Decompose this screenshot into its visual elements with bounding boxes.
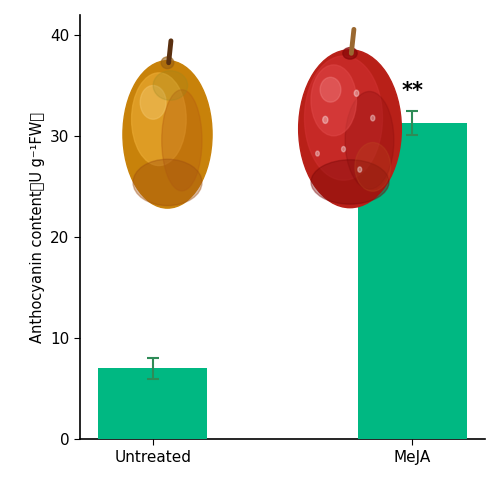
Ellipse shape — [345, 91, 394, 189]
Ellipse shape — [161, 57, 174, 69]
Ellipse shape — [298, 50, 402, 208]
Ellipse shape — [132, 73, 186, 166]
Ellipse shape — [123, 61, 212, 208]
Circle shape — [322, 116, 328, 123]
Ellipse shape — [343, 47, 357, 59]
Text: **: ** — [401, 81, 423, 101]
Circle shape — [316, 151, 320, 156]
Bar — [98, 368, 208, 439]
Circle shape — [342, 147, 345, 152]
Ellipse shape — [153, 71, 188, 100]
Ellipse shape — [162, 90, 202, 191]
Circle shape — [370, 115, 375, 121]
Circle shape — [354, 90, 359, 96]
Bar — [358, 123, 467, 439]
Circle shape — [358, 167, 362, 172]
Ellipse shape — [311, 65, 356, 136]
Ellipse shape — [133, 159, 202, 206]
Ellipse shape — [140, 85, 166, 119]
Ellipse shape — [311, 160, 389, 204]
Ellipse shape — [355, 143, 390, 191]
Ellipse shape — [304, 56, 382, 180]
Y-axis label: Anthocyanin content（U g⁻¹FW）: Anthocyanin content（U g⁻¹FW） — [30, 112, 44, 342]
Ellipse shape — [320, 77, 341, 102]
